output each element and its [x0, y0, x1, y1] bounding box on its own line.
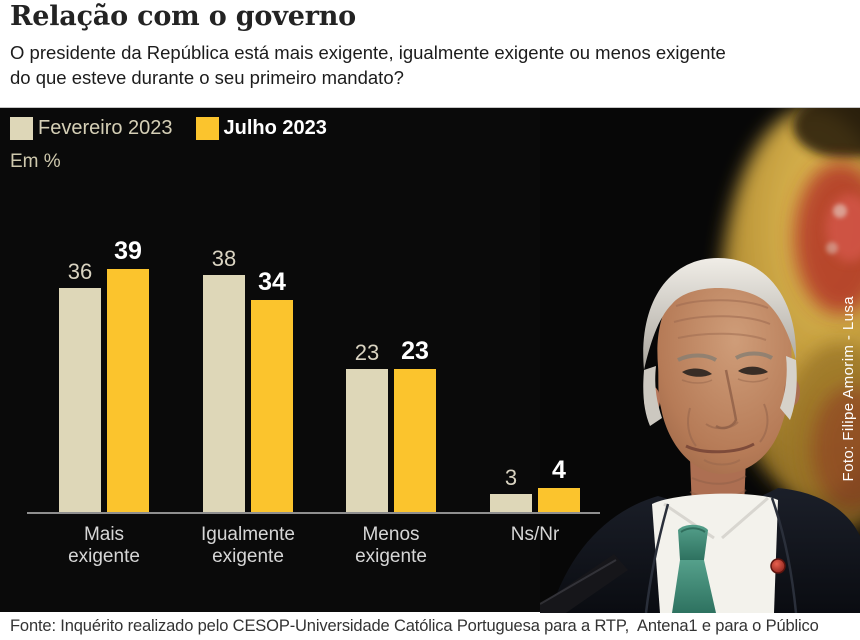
president-photo-illustration: [535, 108, 860, 613]
bar-value-label: 23: [354, 340, 380, 365]
category-label-2: Igualmente exigente: [200, 524, 296, 567]
bar-fevereiro-4: [490, 494, 532, 513]
bar-fevereiro-3: [346, 369, 388, 513]
bar-julho-1: [107, 269, 149, 513]
subtitle-line-2: do que esteve durante o seu primeiro man…: [10, 67, 404, 88]
bar-value-label: 36: [67, 259, 93, 284]
legend-swatch-julho: [195, 117, 219, 140]
bar-value-label: 34: [258, 268, 286, 296]
category-label-1: Mais exigente: [68, 524, 140, 567]
lapel-pin: [770, 558, 786, 574]
bar-value-label: 39: [114, 237, 142, 265]
category-label-4: Ns/Nr: [510, 524, 560, 545]
chart-legend: Fevereiro 2023 Julho 2023: [10, 117, 350, 140]
source-text: Fonte: Inquérito realizado pelo CESOP-Un…: [10, 617, 819, 635]
legend-swatch-fevereiro: [10, 117, 33, 140]
category-label-3: Menos exigente: [355, 524, 427, 567]
legend-item-fevereiro: Fevereiro 2023: [10, 117, 173, 140]
president-portrait: [550, 258, 860, 613]
bar-value-label: 3: [504, 465, 518, 490]
page-title: Relação com o governo: [10, 1, 356, 32]
subtitle-line-1: O presidente da República está mais exig…: [10, 42, 726, 63]
bar-julho-4: [538, 488, 580, 513]
tie: [672, 524, 716, 613]
page-subtitle: O presidente da República está mais exig…: [10, 40, 726, 90]
legend-label-fevereiro: Fevereiro 2023: [38, 117, 173, 139]
bar-fevereiro-1: [59, 288, 101, 513]
bar-fevereiro-2: [203, 275, 245, 513]
unit-label: Em %: [10, 151, 61, 172]
photo-region: Foto: Filipe Amorim - Lusa: [535, 108, 860, 613]
bar-julho-3: [394, 369, 436, 513]
chart-panel: Foto: Filipe Amorim - Lusa Fevereiro 202…: [0, 108, 860, 613]
x-axis-line: [27, 512, 600, 514]
microphone: [535, 554, 628, 613]
page-header: Relação com o governo O presidente da Re…: [0, 0, 860, 107]
bar-julho-2: [251, 300, 293, 513]
header-divider: [0, 107, 860, 108]
legend-label-julho: Julho 2023: [223, 117, 327, 139]
bar-value-label: 23: [401, 337, 429, 365]
source-footer: Fonte: Inquérito realizado pelo CESOP-Un…: [0, 612, 860, 640]
legend-item-julho: Julho 2023: [195, 117, 327, 140]
bar-value-label: 38: [211, 246, 237, 271]
bar-value-label: 4: [552, 456, 566, 484]
bars-layer: 36 39 Mais exigente 38 34 Igualmente exigente 23…: [0, 108, 860, 613]
